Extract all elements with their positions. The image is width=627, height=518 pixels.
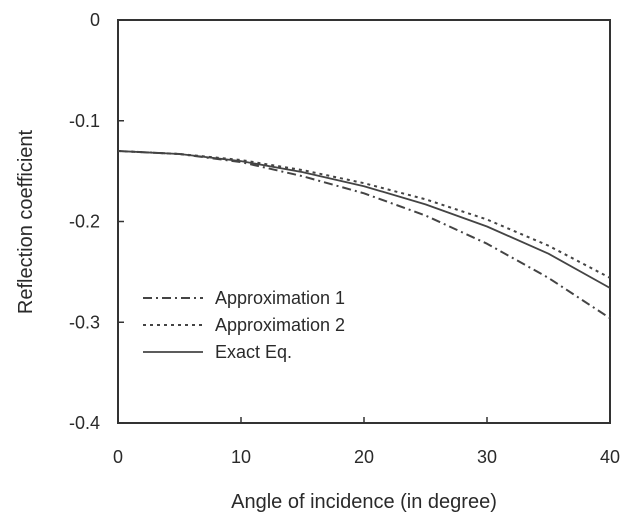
plot-area [117, 19, 611, 424]
series-line-1 [117, 150, 611, 320]
y-tick-label: -0.4 [69, 413, 100, 433]
x-tick-label: 20 [354, 447, 374, 467]
series-line-2 [117, 150, 611, 279]
legend: Approximation 1 Approximation 2 Exact Eq. [143, 288, 345, 362]
x-axis-label: Angle of incidence (in degree) [231, 491, 497, 513]
axis-ticks: 0 10 20 30 40 0 -0.1 -0.2 -0.3 -0.4 [69, 10, 620, 467]
y-tick-label: -0.3 [69, 312, 100, 332]
legend-label-1: Approximation 1 [215, 288, 345, 308]
y-tick-label: 0 [90, 10, 100, 30]
x-tick-label: 40 [600, 447, 620, 467]
x-tick-label: 10 [231, 447, 251, 467]
y-tick-label: -0.2 [69, 212, 100, 232]
series-line-3 [117, 150, 611, 289]
legend-label-2: Approximation 2 [215, 315, 345, 335]
y-axis-label: Reflection coefficient [15, 129, 37, 314]
series-lines [117, 150, 611, 320]
legend-label-3: Exact Eq. [215, 342, 292, 362]
x-tick-label: 30 [477, 447, 497, 467]
x-tick-label: 0 [113, 447, 123, 467]
y-tick-label: -0.1 [69, 111, 100, 131]
